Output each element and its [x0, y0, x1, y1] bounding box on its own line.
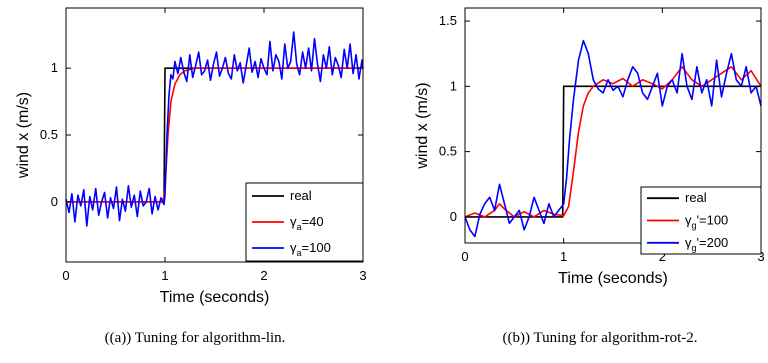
x-tick-label-b-0: 0	[461, 249, 468, 264]
legend-label-a-1: γa=40	[290, 214, 324, 232]
x-tick-label-b-3: 3	[757, 249, 764, 264]
legend-label-a-2: γa=100	[290, 240, 331, 258]
legend-label-b-1: γg'=100	[685, 213, 728, 231]
caption-b: ((b)) Tuning for algorithm-rot-2.	[502, 330, 698, 346]
series-line-b-2	[464, 39, 762, 238]
x-tick-label-a-2: 2	[260, 268, 267, 283]
x-tick-label-a-3: 3	[359, 268, 366, 283]
y-tick-label-a-1: 0.5	[40, 127, 58, 142]
y-tick-label-b-2: 1	[450, 78, 457, 93]
x-tick-label-a-0: 0	[62, 268, 69, 283]
x-axis-label-a: Time (seconds)	[160, 289, 270, 306]
y-tick-label-b-3: 1.5	[439, 13, 457, 28]
series-line-a-0	[66, 67, 363, 203]
plot-frame-b	[464, 7, 762, 244]
y-axis-label-a: wind x (m/s)	[15, 92, 32, 179]
y-tick-label-a-2: 1	[51, 60, 58, 75]
caption-a: ((a)) Tuning for algorithm-lin.	[104, 330, 286, 346]
legend-label-a-0: real	[290, 188, 312, 203]
y-tick-label-b-0: 0	[450, 209, 457, 224]
x-tick-label-b-1: 1	[560, 249, 567, 264]
y-tick-label-a-0: 0	[51, 194, 58, 209]
legend-label-b-2: γg'=200	[685, 235, 728, 253]
y-axis-label-b: wind x (m/s)	[414, 82, 431, 169]
x-axis-label-b: Time (seconds)	[558, 270, 668, 287]
legend-label-b-0: real	[685, 190, 707, 205]
y-tick-label-b-1: 0.5	[439, 144, 457, 159]
x-tick-label-b-2: 2	[659, 249, 666, 264]
series-line-a-2	[65, 31, 364, 227]
series-line-a-1	[66, 67, 363, 203]
x-tick-label-a-1: 1	[161, 268, 168, 283]
